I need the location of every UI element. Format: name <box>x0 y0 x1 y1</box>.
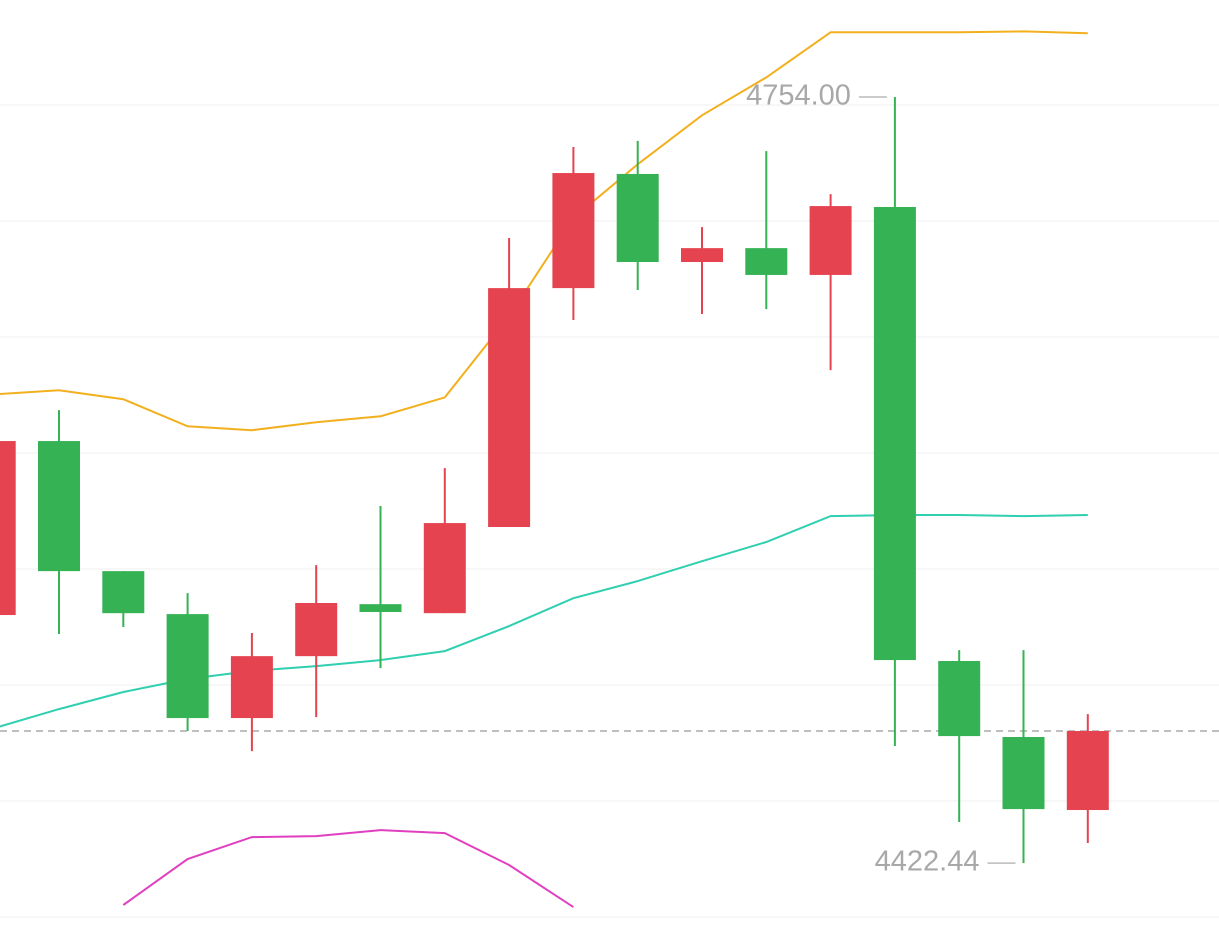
ma-line <box>0 514 1088 728</box>
annotation-label: 4754.00 <box>746 80 851 112</box>
candle-body <box>230 656 273 719</box>
candle-body <box>423 523 466 614</box>
annotation-label: 4422.44 <box>875 846 980 878</box>
candle-body <box>0 441 16 616</box>
candle-body <box>1002 737 1045 810</box>
candle-body <box>102 571 145 614</box>
candle-body <box>359 604 402 613</box>
candle-body <box>873 207 916 661</box>
candle-body <box>552 173 595 289</box>
candle-body <box>295 603 338 657</box>
candle-body <box>1066 731 1109 811</box>
candle-body <box>488 288 531 527</box>
candle-body <box>809 206 852 275</box>
ma-line <box>0 30 1088 432</box>
candle-body <box>938 660 981 737</box>
candle-body <box>681 248 723 262</box>
candle-body <box>38 441 80 572</box>
candle-body <box>616 173 659 262</box>
candle-body <box>745 248 788 275</box>
candle-body <box>166 614 209 719</box>
